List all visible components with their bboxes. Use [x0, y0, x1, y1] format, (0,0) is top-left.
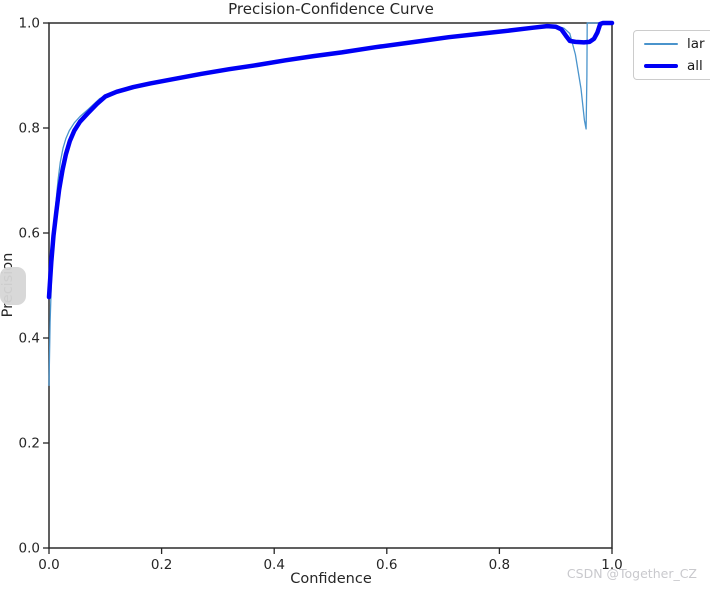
- x-tick-label: 0.4: [263, 557, 284, 573]
- legend-item-all: all: [644, 57, 710, 75]
- watermark-text: CSDN @Together_CZ: [566, 566, 697, 581]
- x-tick-label: 0.8: [489, 557, 510, 573]
- legend-label-all: all: [687, 58, 703, 74]
- y-tick-label: 0.6: [19, 226, 40, 242]
- legend-label-class: lar: [687, 36, 705, 52]
- legend-item-class: lar: [644, 35, 710, 53]
- scroll-handle-overlay[interactable]: [0, 267, 26, 305]
- y-tick-label: 0.2: [19, 436, 40, 452]
- curve-lar: [48, 22, 613, 386]
- x-tick-label: 0.0: [38, 557, 59, 573]
- chart-title: Precision-Confidence Curve: [228, 0, 434, 18]
- legend-line-sample-thick: [644, 63, 678, 69]
- y-tick-label: 0.0: [19, 541, 40, 557]
- plot-spines: [48, 22, 613, 549]
- x-tick-label: 0.2: [151, 557, 172, 573]
- legend: lar all: [633, 30, 710, 80]
- y-tick-label: 0.4: [19, 331, 40, 347]
- legend-line-sample-thin: [644, 43, 678, 45]
- x-tick-label: 1.0: [601, 557, 622, 573]
- x-axis-label: Confidence: [290, 571, 372, 587]
- y-tick-label: 1.0: [19, 16, 40, 32]
- y-tick-label: 0.8: [19, 121, 40, 137]
- x-tick-label: 0.6: [376, 557, 397, 573]
- curve-all: [46, 20, 615, 300]
